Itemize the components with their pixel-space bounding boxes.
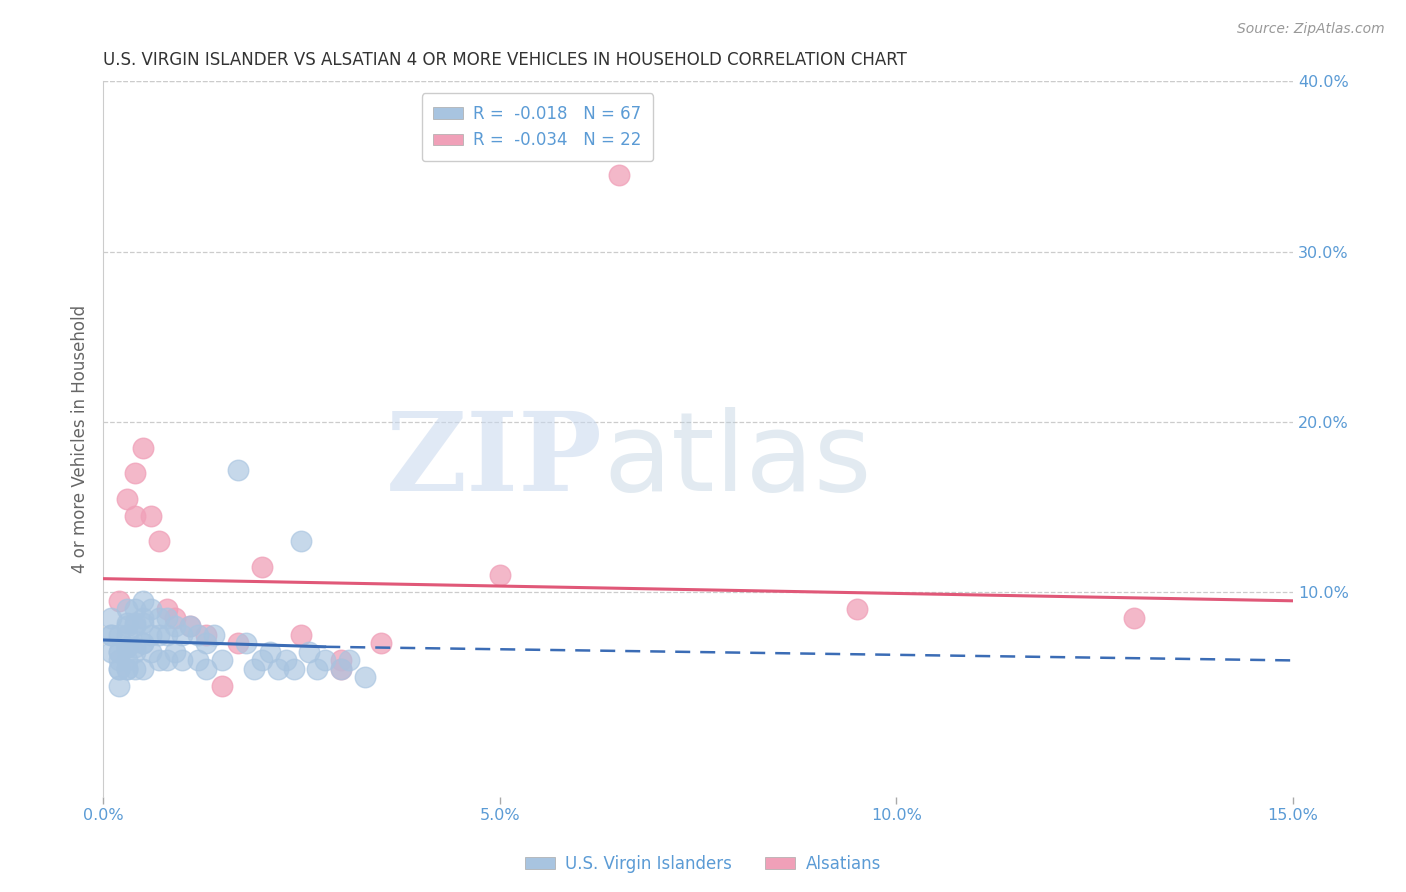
Point (195, 662, 218, 676)
Point (124, 645, 146, 659)
Point (298, 645, 321, 659)
Point (108, 679, 131, 693)
Point (139, 645, 162, 659)
Point (100, 628, 122, 642)
Point (132, 611, 155, 625)
Point (132, 636, 155, 650)
Point (211, 653, 233, 667)
Point (274, 653, 297, 667)
Point (845, 602, 868, 616)
Point (155, 611, 177, 625)
Point (148, 534, 170, 549)
Text: Source: ZipAtlas.com: Source: ZipAtlas.com (1237, 22, 1385, 37)
Point (155, 602, 177, 616)
Point (115, 653, 138, 667)
Point (226, 636, 249, 650)
Point (115, 662, 138, 676)
Point (202, 628, 225, 642)
Point (108, 594, 131, 608)
Point (115, 628, 138, 642)
Point (148, 628, 170, 642)
Point (354, 670, 377, 684)
Y-axis label: 4 or more Vehicles in Household: 4 or more Vehicles in Household (72, 305, 89, 573)
Point (148, 611, 170, 625)
Point (226, 463, 249, 477)
Point (148, 653, 170, 667)
Point (607, 168, 630, 182)
Point (124, 602, 146, 616)
Point (108, 645, 131, 659)
Point (115, 640, 138, 654)
Point (330, 662, 353, 676)
Point (139, 508, 162, 523)
Point (115, 491, 138, 506)
Point (259, 645, 281, 659)
Point (115, 602, 138, 616)
Point (132, 615, 155, 630)
Point (108, 662, 131, 676)
Point (108, 645, 131, 659)
Point (163, 619, 186, 633)
Point (266, 662, 288, 676)
Point (100, 628, 122, 642)
Point (283, 662, 305, 676)
Point (124, 508, 146, 523)
Point (115, 619, 138, 633)
Point (100, 611, 122, 625)
Point (314, 653, 336, 667)
Point (187, 653, 209, 667)
Point (370, 636, 392, 650)
Point (115, 662, 138, 676)
Point (108, 653, 131, 667)
Point (139, 628, 162, 642)
Point (195, 628, 218, 642)
Point (488, 568, 510, 582)
Point (179, 619, 201, 633)
Point (155, 628, 177, 642)
Legend: R =  -0.018   N = 67, R =  -0.034   N = 22: R = -0.018 N = 67, R = -0.034 N = 22 (422, 94, 654, 161)
Point (330, 653, 353, 667)
Point (1123, 611, 1146, 625)
Point (132, 636, 155, 650)
Point (307, 662, 329, 676)
Point (163, 611, 186, 625)
Point (195, 636, 218, 650)
Point (211, 679, 233, 693)
Legend: U.S. Virgin Islanders, Alsatians: U.S. Virgin Islanders, Alsatians (519, 848, 887, 880)
Point (132, 441, 155, 455)
Point (132, 594, 155, 608)
Point (115, 615, 138, 630)
Point (124, 619, 146, 633)
Point (139, 602, 162, 616)
Point (250, 653, 273, 667)
Point (337, 653, 360, 667)
Point (124, 466, 146, 480)
Point (243, 662, 266, 676)
Point (235, 636, 257, 650)
Text: U.S. VIRGIN ISLANDER VS ALSATIAN 4 OR MORE VEHICLES IN HOUSEHOLD CORRELATION CHA: U.S. VIRGIN ISLANDER VS ALSATIAN 4 OR MO… (103, 51, 907, 69)
Point (108, 628, 131, 642)
Point (172, 628, 194, 642)
Text: ZIP: ZIP (387, 407, 603, 514)
Point (172, 653, 194, 667)
Point (163, 645, 186, 659)
Point (124, 662, 146, 676)
Point (250, 559, 273, 574)
Point (155, 653, 177, 667)
Text: atlas: atlas (603, 407, 872, 514)
Point (115, 640, 138, 654)
Point (179, 619, 201, 633)
Point (330, 662, 353, 676)
Point (124, 640, 146, 654)
Point (290, 534, 312, 549)
Point (187, 628, 209, 642)
Point (132, 662, 155, 676)
Point (108, 662, 131, 676)
Point (290, 628, 312, 642)
Point (100, 645, 122, 659)
Point (124, 615, 146, 630)
